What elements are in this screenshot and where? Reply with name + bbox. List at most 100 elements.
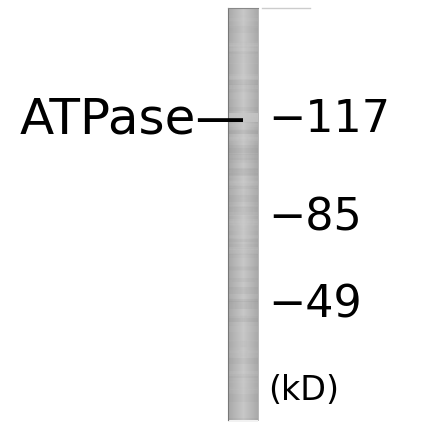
Bar xyxy=(228,113,258,117)
Bar xyxy=(237,8,238,420)
Bar xyxy=(228,145,258,153)
Bar xyxy=(247,8,248,420)
Text: ATPase—: ATPase— xyxy=(20,96,246,144)
Bar xyxy=(228,247,258,250)
Bar xyxy=(228,139,258,142)
Bar xyxy=(242,8,243,420)
Bar xyxy=(228,48,258,52)
Bar xyxy=(228,122,258,127)
Bar xyxy=(228,41,258,48)
Bar xyxy=(236,8,237,420)
Bar xyxy=(228,350,258,353)
Bar xyxy=(228,266,258,270)
Bar xyxy=(228,79,258,85)
Bar xyxy=(228,235,258,240)
Bar xyxy=(228,167,258,173)
Bar xyxy=(254,8,255,420)
Bar xyxy=(228,137,258,141)
Bar xyxy=(228,63,258,64)
Bar xyxy=(228,137,258,139)
Bar xyxy=(228,244,258,249)
Bar xyxy=(228,418,258,422)
Bar xyxy=(228,56,258,63)
Text: −49: −49 xyxy=(268,284,362,326)
Bar xyxy=(239,8,240,420)
Bar xyxy=(228,158,258,163)
Bar xyxy=(228,19,258,21)
Bar xyxy=(235,8,236,420)
Bar xyxy=(228,130,258,134)
Bar xyxy=(228,45,258,47)
Bar xyxy=(228,194,258,202)
Bar xyxy=(228,25,258,28)
Bar xyxy=(248,8,249,420)
Bar xyxy=(228,107,258,111)
Bar xyxy=(228,221,258,225)
Bar xyxy=(228,134,258,140)
Bar xyxy=(228,345,258,348)
Bar xyxy=(228,278,258,282)
Bar xyxy=(228,113,258,122)
Bar xyxy=(228,228,258,230)
Bar xyxy=(228,84,258,92)
Bar xyxy=(228,129,258,135)
Bar xyxy=(255,8,256,420)
Bar xyxy=(228,134,258,137)
Bar xyxy=(228,355,258,357)
Bar xyxy=(246,8,247,420)
Bar xyxy=(228,358,258,364)
Bar xyxy=(253,8,254,420)
Bar xyxy=(228,168,258,176)
Bar xyxy=(228,119,258,125)
Bar xyxy=(228,148,258,155)
Bar xyxy=(238,8,239,420)
Bar xyxy=(228,240,258,242)
Bar xyxy=(228,280,258,282)
Bar xyxy=(228,304,258,309)
Bar xyxy=(228,318,258,325)
Bar xyxy=(228,374,258,381)
Bar xyxy=(234,8,235,420)
Bar xyxy=(231,8,232,420)
Bar xyxy=(228,199,258,204)
Bar xyxy=(228,75,258,79)
Bar xyxy=(228,85,258,89)
Bar xyxy=(228,208,258,215)
Bar xyxy=(228,182,258,185)
Bar xyxy=(228,31,258,34)
Bar xyxy=(228,278,258,282)
Bar xyxy=(228,172,258,178)
Bar xyxy=(228,19,258,22)
Bar xyxy=(257,8,258,420)
Bar xyxy=(228,219,258,223)
Bar xyxy=(228,301,258,309)
Bar xyxy=(228,351,258,358)
Bar xyxy=(228,235,258,238)
Bar xyxy=(228,316,258,322)
Bar xyxy=(228,124,258,127)
Bar xyxy=(244,8,245,420)
Bar xyxy=(243,8,244,420)
Bar xyxy=(228,295,258,298)
Bar xyxy=(228,26,258,33)
Bar xyxy=(228,76,258,79)
Bar xyxy=(228,219,258,226)
Bar xyxy=(241,8,242,420)
Bar xyxy=(228,289,258,296)
Bar xyxy=(230,8,231,420)
Bar xyxy=(228,205,258,208)
Bar xyxy=(240,8,241,420)
Bar xyxy=(228,351,258,356)
Bar xyxy=(228,153,258,161)
Bar xyxy=(228,341,258,347)
Bar xyxy=(228,207,258,215)
Bar xyxy=(228,123,258,131)
Bar xyxy=(233,8,234,420)
Bar xyxy=(228,82,258,87)
Text: (kD): (kD) xyxy=(268,374,339,407)
Bar xyxy=(228,373,258,378)
Bar xyxy=(228,326,258,332)
Bar xyxy=(228,315,258,318)
Bar xyxy=(228,88,258,91)
Bar xyxy=(228,348,258,350)
